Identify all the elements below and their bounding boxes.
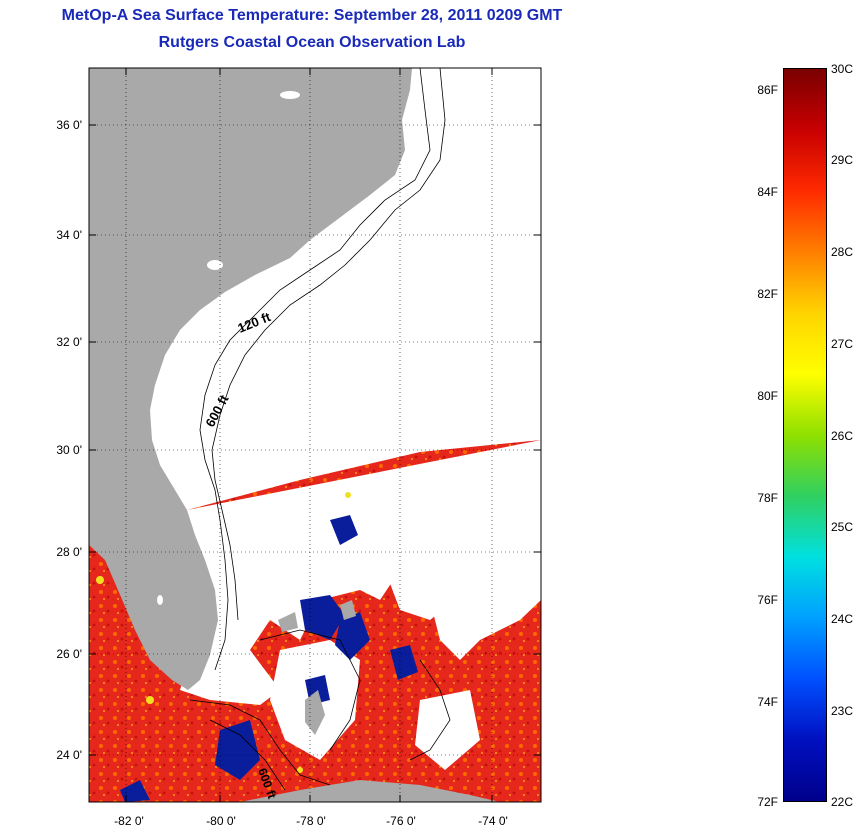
- colorbar-c-label: 28C: [831, 245, 854, 259]
- lon-label: -78 0': [296, 814, 326, 828]
- colorbar-f-label: 78F: [757, 491, 778, 505]
- colorbar-f-label: 84F: [757, 185, 778, 199]
- colorbar-c-label: 22C: [831, 795, 854, 809]
- land-cuba: [240, 780, 500, 802]
- inland-lakes: [157, 91, 300, 605]
- colorbar-f-label: 82F: [757, 287, 778, 301]
- cloud-gap-3: [465, 460, 515, 520]
- colorbar-f-label: 72F: [757, 795, 778, 809]
- lat-label: 24 0': [56, 748, 82, 762]
- map-title: MetOp-A Sea Surface Temperature: Septemb…: [61, 7, 563, 24]
- lat-label: 34 0': [56, 228, 82, 242]
- cloud-gap-1: [380, 505, 470, 620]
- axis-ticks: [89, 68, 541, 802]
- colorbar-f-label: 86F: [757, 83, 778, 97]
- lat-label: 30 0': [56, 443, 82, 457]
- colorbar-f-label: 74F: [757, 695, 778, 709]
- bathymetry-contours: [189, 68, 451, 791]
- temperature-colorbar: [783, 68, 827, 802]
- colorbar-c-label: 30C: [831, 62, 854, 76]
- lat-label: 26 0': [56, 647, 82, 661]
- lat-label: 32 0': [56, 335, 82, 349]
- lon-label: -74 0': [478, 814, 508, 828]
- lon-label: -76 0': [386, 814, 416, 828]
- land-mainland: [89, 68, 412, 690]
- land-bahamas: [278, 600, 356, 735]
- colorbar-c-label: 29C: [831, 153, 854, 167]
- colorbar-c-label: 24C: [831, 612, 854, 626]
- lat-label: 28 0': [56, 545, 82, 559]
- plot-frame: [88, 67, 542, 803]
- lon-label: -80 0': [206, 814, 236, 828]
- colorbar-c-label: 27C: [831, 337, 854, 351]
- graticule: [89, 68, 541, 802]
- lat-label: 36 0': [56, 118, 82, 132]
- colorbar-f-label: 76F: [757, 593, 778, 607]
- colorbar-c-label: 26C: [831, 429, 854, 443]
- colorbar-c-label: 25C: [831, 520, 854, 534]
- cloud-gap-4: [415, 690, 480, 770]
- colorbar-c-label: 23C: [831, 704, 854, 718]
- colorbar-f-label: 80F: [757, 389, 778, 403]
- map-subtitle: Rutgers Coastal Ocean Observation Lab: [158, 34, 466, 51]
- lon-label: -82 0': [114, 814, 144, 828]
